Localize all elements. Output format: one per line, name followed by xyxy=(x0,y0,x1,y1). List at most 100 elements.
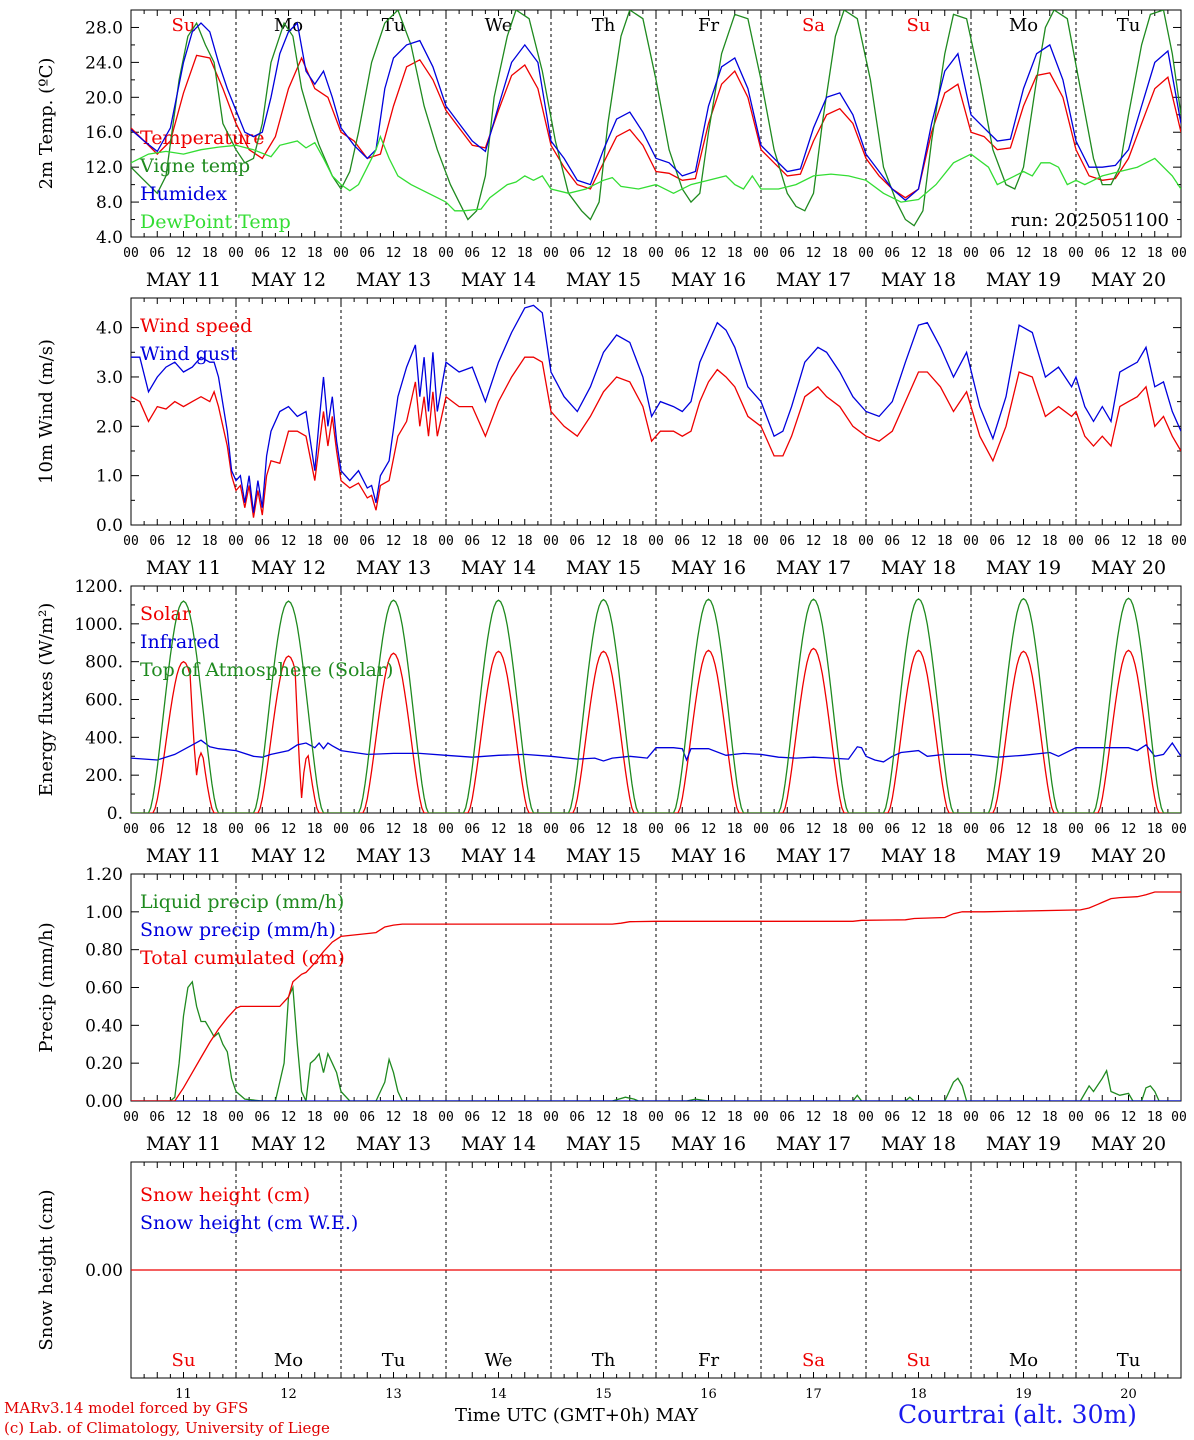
hour-label: 18 xyxy=(307,246,323,261)
hour-label: 00 xyxy=(963,534,979,549)
hour-label: 00 xyxy=(1171,822,1187,837)
model-credit: MARv3.14 model forced by GFS xyxy=(4,1399,249,1417)
y-axis-label: Precip (mm/h) xyxy=(36,922,57,1052)
hour-label: 06 xyxy=(464,246,480,261)
hour-label: 06 xyxy=(779,534,795,549)
hour-label: 00 xyxy=(963,822,979,837)
lab-credit: (c) Lab. of Climatology, University of L… xyxy=(4,1419,330,1437)
hour-label: 00 xyxy=(1068,246,1084,261)
hour-label: 12 xyxy=(701,534,717,549)
y-tick-label: 600. xyxy=(85,691,123,711)
hour-label: 18 xyxy=(412,822,428,837)
hour-label: 18 xyxy=(202,246,218,261)
hour-label: 06 xyxy=(674,246,690,261)
y-axis-label: Snow height (cm) xyxy=(36,1189,57,1350)
hour-label: 00 xyxy=(1068,534,1084,549)
y-tick-label: 800. xyxy=(85,653,123,673)
y-tick-label: 12.0 xyxy=(85,158,123,178)
hour-label: 06 xyxy=(1094,822,1110,837)
date-label: MAY 14 xyxy=(461,269,536,291)
hour-label: 12 xyxy=(491,534,507,549)
date-label: MAY 20 xyxy=(1091,557,1166,579)
day-label: Mo xyxy=(1009,15,1038,36)
hour-label: 18 xyxy=(727,534,743,549)
hour-label: 00 xyxy=(1171,1110,1187,1125)
date-label: MAY 19 xyxy=(986,1133,1061,1155)
hour-label: 12 xyxy=(386,1110,402,1125)
legend-entry: Total cumulated (cm) xyxy=(140,947,345,969)
legend-entry: Solar xyxy=(140,603,192,625)
hour-label: 00 xyxy=(1171,246,1187,261)
y-tick-label: 3.0 xyxy=(96,368,123,388)
date-label: MAY 17 xyxy=(776,1133,851,1155)
hour-label: 12 xyxy=(911,246,927,261)
y-tick-label: 0.00 xyxy=(85,1261,123,1281)
y-tick-label: 16.0 xyxy=(85,123,123,143)
panel-4: 0.00 0.20 0.40 0.60 0.80 1.00 1.20 Precip (mm/h… xyxy=(36,865,1187,1155)
hour-label: 06 xyxy=(989,1110,1005,1125)
hour-label: 00 xyxy=(333,822,349,837)
run-label: run: 2025051100 xyxy=(1011,210,1169,231)
hour-label: 18 xyxy=(202,822,218,837)
hour-label: 18 xyxy=(622,1110,638,1125)
hour-label: 12 xyxy=(806,534,822,549)
hour-label: 06 xyxy=(254,246,270,261)
series-line xyxy=(131,980,1181,1101)
hour-label: 18 xyxy=(517,1110,533,1125)
legend-entry: DewPoint Temp xyxy=(140,211,291,233)
hour-label: 18 xyxy=(832,1110,848,1125)
hour-label: 12 xyxy=(491,246,507,261)
date-label: MAY 13 xyxy=(356,845,431,867)
hour-label: 18 xyxy=(937,1110,953,1125)
y-tick-label: 0.00 xyxy=(85,1092,123,1112)
date-label: MAY 14 xyxy=(461,845,536,867)
date-label: MAY 18 xyxy=(881,1133,956,1155)
date-label: MAY 18 xyxy=(881,557,956,579)
hour-label: 00 xyxy=(963,1110,979,1125)
hour-label: 00 xyxy=(543,534,559,549)
station-name: Courtrai (alt. 30m) xyxy=(898,1400,1137,1429)
y-tick-label: 2.0 xyxy=(96,417,123,437)
hour-label: 00 xyxy=(858,1110,874,1125)
hour-label: 12 xyxy=(176,822,192,837)
date-label: MAY 13 xyxy=(356,557,431,579)
hour-label: 18 xyxy=(517,534,533,549)
day-number: 20 xyxy=(1120,1387,1137,1402)
y-axis-label: 2m Temp. (ºC) xyxy=(36,58,57,190)
date-label: MAY 17 xyxy=(776,269,851,291)
y-tick-label: 28.0 xyxy=(85,18,123,38)
y-tick-label: 0. xyxy=(107,804,123,824)
date-label: MAY 16 xyxy=(671,1133,746,1155)
hour-label: 06 xyxy=(989,822,1005,837)
hour-label: 06 xyxy=(884,246,900,261)
hour-label: 06 xyxy=(884,822,900,837)
hour-label: 00 xyxy=(753,1110,769,1125)
day-label: Tu xyxy=(382,1350,406,1371)
y-tick-label: 1.00 xyxy=(85,903,123,923)
series-line xyxy=(131,10,1181,227)
hour-label: 00 xyxy=(123,822,139,837)
day-label: Su xyxy=(172,15,196,36)
y-tick-label: 1.0 xyxy=(96,467,123,487)
date-label: MAY 20 xyxy=(1091,845,1166,867)
hour-label: 18 xyxy=(202,1110,218,1125)
date-label: MAY 15 xyxy=(566,1133,641,1155)
hour-label: 18 xyxy=(937,534,953,549)
hour-label: 18 xyxy=(517,822,533,837)
hour-label: 00 xyxy=(753,534,769,549)
hour-label: 18 xyxy=(1147,534,1163,549)
legend-entry: Snow height (cm W.E.) xyxy=(140,1212,358,1234)
date-label: MAY 12 xyxy=(251,269,326,291)
hour-label: 18 xyxy=(307,1110,323,1125)
series-line xyxy=(131,891,1181,1101)
hour-label: 18 xyxy=(1042,246,1058,261)
day-label: We xyxy=(485,1350,513,1371)
y-tick-label: 200. xyxy=(85,766,123,786)
hour-label: 12 xyxy=(1016,534,1032,549)
date-label: MAY 12 xyxy=(251,845,326,867)
hour-label: 18 xyxy=(727,822,743,837)
panel-2: 0.0 1.0 2.0 3.0 4.0 10m Wind (m/s) 00 06 12 18 MAY… xyxy=(36,297,1187,579)
date-label: MAY 13 xyxy=(356,1133,431,1155)
hour-label: 00 xyxy=(228,822,244,837)
